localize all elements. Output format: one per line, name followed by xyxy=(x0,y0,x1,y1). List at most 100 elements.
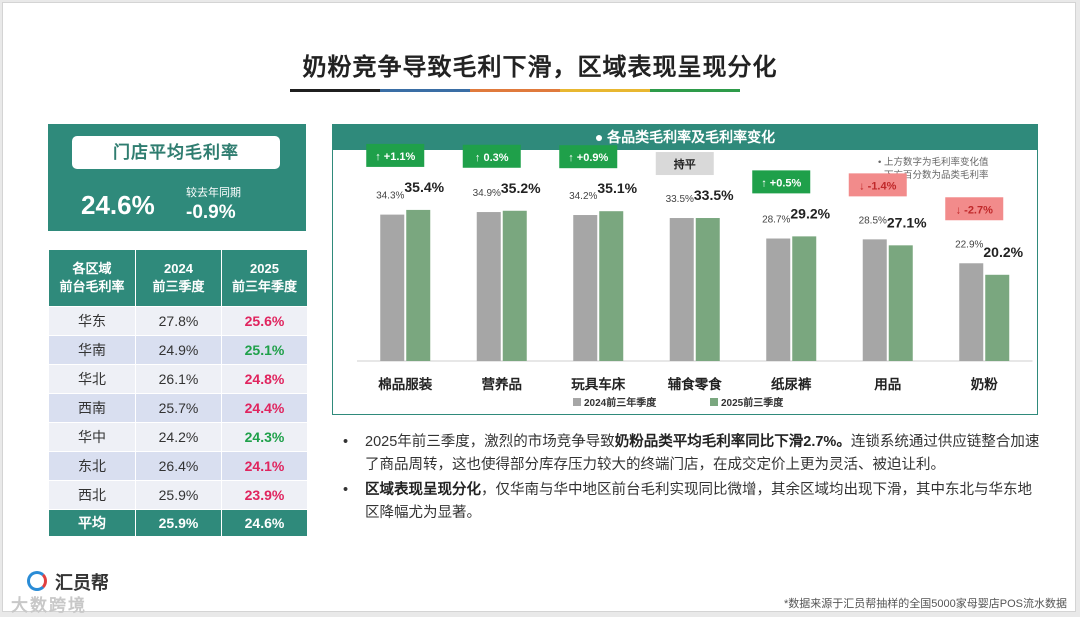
page-title: 奶粉竞争导致毛利下滑，区域表现呈现分化 xyxy=(302,54,778,81)
bar-2024 xyxy=(380,214,405,361)
bar-2024 xyxy=(476,212,501,361)
kpi-value: 24.6% xyxy=(81,190,155,220)
kpi-label: 门店平均毛利率 xyxy=(72,136,280,169)
margin-2025-cell: 24.1% xyxy=(222,452,307,480)
title-underline-segment xyxy=(290,89,380,92)
category-label: 玩具车床 xyxy=(571,376,625,392)
data-label-2025: 20.2% xyxy=(983,244,1023,260)
bullet-text: 2025年前三季度，激烈的市场竞争导致 xyxy=(365,434,615,450)
table-row: 华东 27.8% 25.6% xyxy=(49,307,307,335)
bar-2024 xyxy=(862,239,887,361)
region-cell: 西南 xyxy=(49,394,135,422)
analysis-bullets: • 2025年前三季度，激烈的市场竞争导致奶粉品类平均毛利率同比下滑2.7%。连锁… xyxy=(343,431,1043,527)
data-source-footnote: *数据来源于汇员帮抽样的全国5000家母婴店POS流水数据 xyxy=(784,598,1067,610)
table-row: 华南 24.9% 25.1% xyxy=(49,336,307,364)
table-header-2025: 2025 前三年季度 xyxy=(222,250,307,306)
margin-2024-cell: 24.2% xyxy=(136,423,221,451)
change-label: 持平 xyxy=(674,157,696,171)
margin-2025-cell: 25.6% xyxy=(222,307,307,335)
change-label: ↑ +0.5% xyxy=(761,177,801,189)
data-label-2025: 35.2% xyxy=(501,180,541,196)
margin-2024-cell: 26.1% xyxy=(136,365,221,393)
region-cell: 华北 xyxy=(49,365,135,393)
region-cell: 华南 xyxy=(49,336,135,364)
bar-2024 xyxy=(959,263,984,361)
bar-2025 xyxy=(985,274,1010,361)
chart-note: • 上方数字为毛利率变化值 xyxy=(878,156,989,168)
region-margin-table: 各区域 前台毛利率 2024 前三季度 2025 前三年季度 华东 27.8% 25.6%… xyxy=(48,249,308,537)
average-2025: 24.6% xyxy=(222,510,307,536)
table-row: 华北 26.1% 24.8% xyxy=(49,365,307,393)
data-label-2025: 35.1% xyxy=(597,180,637,196)
chart-title: ● 各品类毛利率及毛利率变化 xyxy=(333,125,1037,150)
title-underline-segment xyxy=(470,89,560,92)
change-label: ↓ -1.4% xyxy=(859,180,897,192)
bar-2024 xyxy=(573,215,598,361)
table-row: 西北 25.9% 23.9% xyxy=(49,481,307,509)
bullet-item: • 区域表现呈现分化，仅华南与华中地区前台毛利实现同比微增，其余区域均出现下滑，其… xyxy=(343,479,1043,525)
legend-swatch-2025 xyxy=(710,398,718,406)
region-cell: 东北 xyxy=(49,452,135,480)
change-badge xyxy=(366,143,425,167)
margin-2024-cell: 24.9% xyxy=(136,336,221,364)
region-cell: 华中 xyxy=(49,423,135,451)
kpi-card: 门店平均毛利率 24.6% 较去年同期 -0.9% xyxy=(48,124,306,231)
margin-2025-cell: 23.9% xyxy=(222,481,307,509)
category-label: 营养品 xyxy=(482,376,523,392)
margin-2025-cell: 24.3% xyxy=(222,423,307,451)
category-label: 用品 xyxy=(874,377,901,392)
margin-2025-cell: 25.1% xyxy=(222,336,307,364)
change-badge xyxy=(462,144,521,168)
average-label: 平均 xyxy=(49,510,135,536)
bar-2025 xyxy=(695,218,720,361)
bullet-text: 连锁系统通过供应链整合加速了商品周转，这也使得部分库存压力较大的终端门店，在成交… xyxy=(365,434,1040,473)
legend-label-2025: 2025前三季度 xyxy=(721,396,784,409)
bar-2025 xyxy=(792,236,817,361)
bullet-item: • 2025年前三季度，激烈的市场竞争导致奶粉品类平均毛利率同比下滑2.7%。连锁… xyxy=(343,431,1043,477)
bar-2024 xyxy=(669,218,694,361)
change-badge xyxy=(752,170,811,194)
change-label: ↑ +0.9% xyxy=(568,152,608,164)
data-label-2025: 29.2% xyxy=(790,205,830,221)
legend-swatch-2024 xyxy=(573,398,581,406)
change-badge xyxy=(848,173,907,197)
margin-2025-cell: 24.8% xyxy=(222,365,307,393)
change-badge xyxy=(945,197,1004,221)
average-2024: 25.9% xyxy=(136,510,221,536)
table-header-region: 各区域 前台毛利率 xyxy=(49,250,135,306)
data-label-2024: 22.9% xyxy=(955,239,983,250)
region-cell: 华东 xyxy=(49,307,135,335)
change-badge xyxy=(655,152,714,176)
bar-2025 xyxy=(888,245,913,361)
title-underline-segment xyxy=(380,89,470,92)
category-label: 辅食零食 xyxy=(668,376,722,392)
data-label-2024: 34.3% xyxy=(376,191,404,202)
table-average-row: 平均 25.9% 24.6% xyxy=(49,510,307,536)
margin-2024-cell: 27.8% xyxy=(136,307,221,335)
data-label-2024: 34.2% xyxy=(569,191,597,202)
title-underline-segment xyxy=(560,89,650,92)
category-label: 纸尿裤 xyxy=(771,376,812,392)
margin-2024-cell: 26.4% xyxy=(136,452,221,480)
brand-logo: 汇员帮 xyxy=(27,571,147,593)
change-label: ↑ +1.1% xyxy=(375,151,415,163)
logo-text: 汇员帮 xyxy=(55,573,109,593)
category-label: 棉品服装 xyxy=(378,376,432,392)
data-label-2025: 27.1% xyxy=(887,214,927,230)
bar-2025 xyxy=(502,210,527,361)
bullet-dot: • xyxy=(343,434,349,450)
table-row: 东北 26.4% 24.1% xyxy=(49,452,307,480)
data-label-2024: 33.5% xyxy=(666,194,694,205)
margin-2024-cell: 25.7% xyxy=(136,394,221,422)
bullet-highlight: 区域表现呈现分化 xyxy=(365,482,481,498)
watermark: 大数跨境 xyxy=(11,596,87,615)
margin-2025-cell: 24.4% xyxy=(222,394,307,422)
data-label-2024: 28.5% xyxy=(859,215,887,226)
legend-label-2024: 2024前三年季度 xyxy=(584,396,657,409)
table-row: 西南 25.7% 24.4% xyxy=(49,394,307,422)
bullet-text: ，仅华南与华中地区前台毛利实现同比微增，其余区域均出现下滑，其中东北与华东地区降… xyxy=(365,482,1032,521)
table-row: 华中 24.2% 24.3% xyxy=(49,423,307,451)
data-label-2024: 34.9% xyxy=(473,188,501,199)
